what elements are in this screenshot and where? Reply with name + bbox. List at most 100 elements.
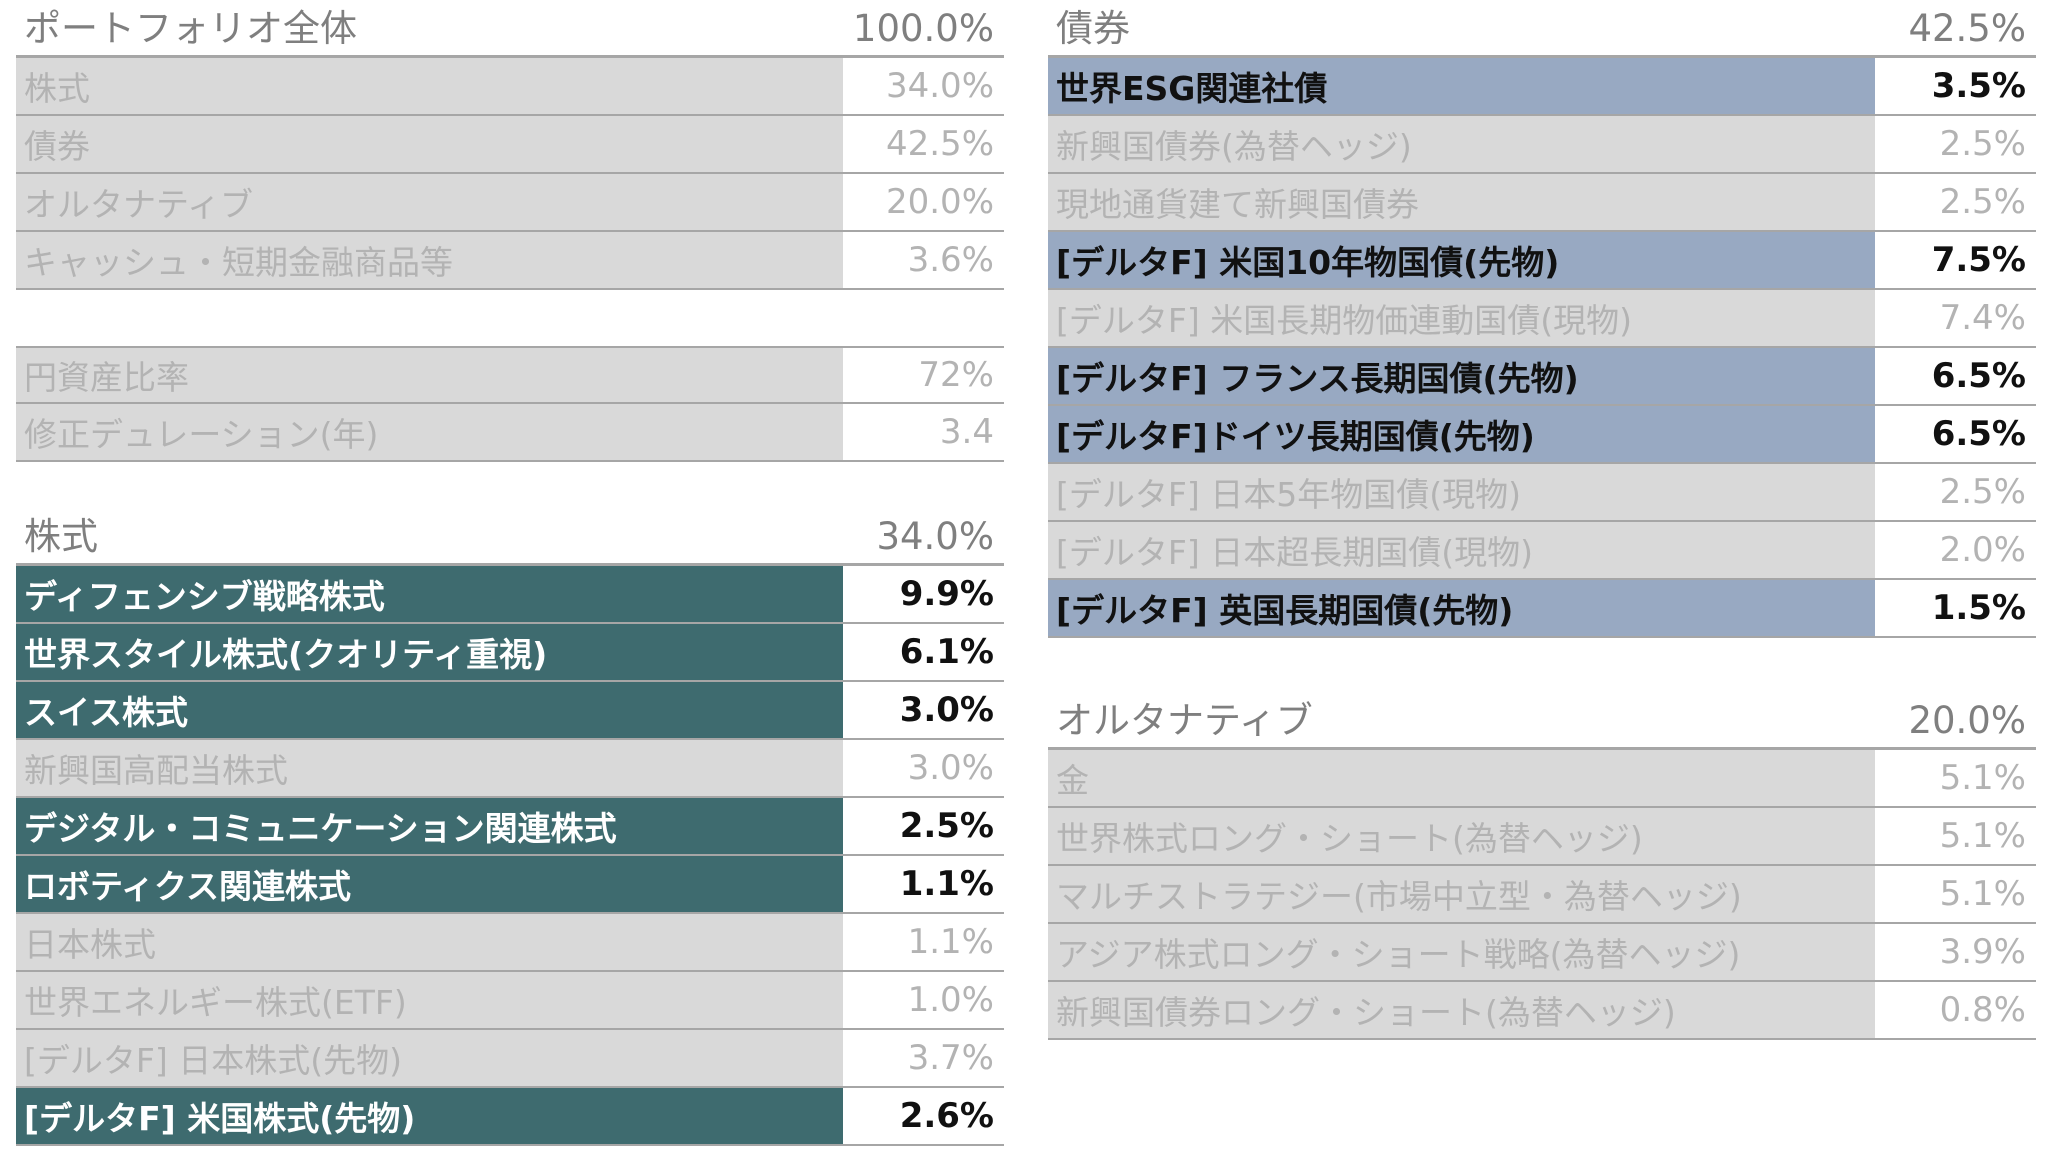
table-row: [デルタF] 米国株式(先物) 2.6% [16,1088,1004,1146]
row-label: 債券 [16,116,843,172]
row-label: 円資産比率 [16,348,843,402]
row-value: 3.9% [1875,924,2036,980]
row-label: [デルタF] 米国株式(先物) [16,1088,843,1144]
portfolio-total: 100.0% [852,7,994,50]
table-row: [デルタF] 日本超長期国債(現物) 2.0% [1048,522,2036,580]
table-row: デジタル・コミュニケーション関連株式 2.5% [16,798,1004,856]
row-label: オルタナティブ [16,174,843,230]
metrics-table: 円資産比率 72% 修正デュレーション(年) 3.4 [16,346,1004,462]
table-row: [デルタF] 日本5年物国債(現物) 2.5% [1048,464,2036,522]
row-label: [デルタF] フランス長期国債(先物) [1048,348,1875,404]
table-row: 新興国債券ロング・ショート(為替ヘッジ) 0.8% [1048,982,2036,1040]
row-label: キャッシュ・短期金融商品等 [16,232,843,288]
table-row: 金 5.1% [1048,750,2036,808]
row-label: マルチストラテジー(市場中立型・為替ヘッジ) [1048,866,1875,922]
row-value: 2.5% [1875,464,2036,520]
table-row: 債券 42.5% [16,116,1004,174]
row-label: 株式 [16,58,843,114]
table-row: 世界株式ロング・ショート(為替ヘッジ) 5.1% [1048,808,2036,866]
table-row: マルチストラテジー(市場中立型・為替ヘッジ) 5.1% [1048,866,2036,924]
row-label: 世界ESG関連社債 [1048,58,1875,114]
table-row: 世界ESG関連社債 3.5% [1048,58,2036,116]
row-label: [デルタF]ドイツ長期国債(先物) [1048,406,1875,462]
table-row: スイス株式 3.0% [16,682,1004,740]
left-column: ポートフォリオ全体 100.0% 株式 34.0% 債券 42.5% オルタナティブ… [16,0,1004,1146]
table-row: 新興国高配当株式 3.0% [16,740,1004,798]
row-label: 世界エネルギー株式(ETF) [16,972,843,1028]
table-row: [デルタF] 英国長期国債(先物) 1.5% [1048,580,2036,638]
bonds-title: 債券 [1056,7,1130,50]
row-label: [デルタF] 日本超長期国債(現物) [1048,522,1875,578]
row-value: 9.9% [843,566,1004,622]
row-value: 3.0% [843,682,1004,738]
bonds-total: 42.5% [1908,7,2026,50]
row-value: 5.1% [1875,750,2036,806]
row-value: 6.5% [1875,348,2036,404]
table-row: アジア株式ロング・ショート戦略(為替ヘッジ) 3.9% [1048,924,2036,982]
row-value: 5.1% [1875,866,2036,922]
table-row: [デルタF] フランス長期国債(先物) 6.5% [1048,348,2036,406]
table-row: 円資産比率 72% [16,346,1004,404]
alternatives-table: オルタナティブ 20.0% 金 5.1% 世界株式ロング・ショート(為替ヘッジ) 5… [1048,692,2036,1040]
row-value: 0.8% [1875,982,2036,1038]
row-value: 7.5% [1875,232,2036,288]
bonds-table: 債券 42.5% 世界ESG関連社債 3.5% 新興国債券(為替ヘッジ) 2.5% … [1048,0,2036,638]
row-label: [デルタF] 日本株式(先物) [16,1030,843,1086]
row-value: 2.5% [1875,116,2036,172]
portfolio-title: ポートフォリオ全体 [24,7,357,50]
row-label: 世界スタイル株式(クオリティ重視) [16,624,843,680]
table-row: 修正デュレーション(年) 3.4 [16,404,1004,462]
row-value: 6.5% [1875,406,2036,462]
row-label: ディフェンシブ戦略株式 [16,566,843,622]
bonds-header: 債券 42.5% [1048,0,2036,58]
table-row: 株式 34.0% [16,58,1004,116]
row-value: 6.1% [843,624,1004,680]
row-label: [デルタF] 日本5年物国債(現物) [1048,464,1875,520]
table-row: 新興国債券(為替ヘッジ) 2.5% [1048,116,2036,174]
row-value: 1.1% [843,914,1004,970]
row-value: 1.0% [843,972,1004,1028]
row-value: 5.1% [1875,808,2036,864]
row-label: 新興国高配当株式 [16,740,843,796]
row-value: 34.0% [843,58,1004,114]
row-value: 42.5% [843,116,1004,172]
row-label: 新興国債券ロング・ショート(為替ヘッジ) [1048,982,1875,1038]
portfolio-header: ポートフォリオ全体 100.0% [16,0,1004,58]
row-value: 3.5% [1875,58,2036,114]
table-row: [デルタF] 米国長期物価連動国債(現物) 7.4% [1048,290,2036,348]
table-row: 世界エネルギー株式(ETF) 1.0% [16,972,1004,1030]
row-label: 新興国債券(為替ヘッジ) [1048,116,1875,172]
table-row: ロボティクス関連株式 1.1% [16,856,1004,914]
row-value: 3.7% [843,1030,1004,1086]
equity-header: 株式 34.0% [16,508,1004,566]
row-label: 世界株式ロング・ショート(為替ヘッジ) [1048,808,1875,864]
table-row: キャッシュ・短期金融商品等 3.6% [16,232,1004,290]
row-value: 7.4% [1875,290,2036,346]
table-row: [デルタF] 米国10年物国債(先物) 7.5% [1048,232,2036,290]
row-value: 20.0% [843,174,1004,230]
row-value: 1.1% [843,856,1004,912]
table-row: [デルタF] 日本株式(先物) 3.7% [16,1030,1004,1088]
row-value: 2.0% [1875,522,2036,578]
row-label: 日本株式 [16,914,843,970]
table-row: 日本株式 1.1% [16,914,1004,972]
row-value: 2.6% [843,1088,1004,1144]
row-label: スイス株式 [16,682,843,738]
row-label: [デルタF] 米国長期物価連動国債(現物) [1048,290,1875,346]
row-value: 2.5% [1875,174,2036,230]
right-column: 債券 42.5% 世界ESG関連社債 3.5% 新興国債券(為替ヘッジ) 2.5% … [1048,0,2036,1040]
row-label: ロボティクス関連株式 [16,856,843,912]
alternatives-total: 20.0% [1908,699,2026,742]
row-value: 1.5% [1875,580,2036,636]
table-row: ディフェンシブ戦略株式 9.9% [16,566,1004,624]
row-label: デジタル・コミュニケーション関連株式 [16,798,843,854]
table-row: 現地通貨建て新興国債券 2.5% [1048,174,2036,232]
row-value: 3.0% [843,740,1004,796]
row-value: 3.4 [843,404,1004,460]
portfolio-table: ポートフォリオ全体 100.0% 株式 34.0% 債券 42.5% オルタナティブ… [16,0,1004,290]
row-label: [デルタF] 米国10年物国債(先物) [1048,232,1875,288]
table-row: オルタナティブ 20.0% [16,174,1004,232]
equity-total: 34.0% [876,515,994,558]
alternatives-header: オルタナティブ 20.0% [1048,692,2036,750]
row-label: 修正デュレーション(年) [16,404,843,460]
